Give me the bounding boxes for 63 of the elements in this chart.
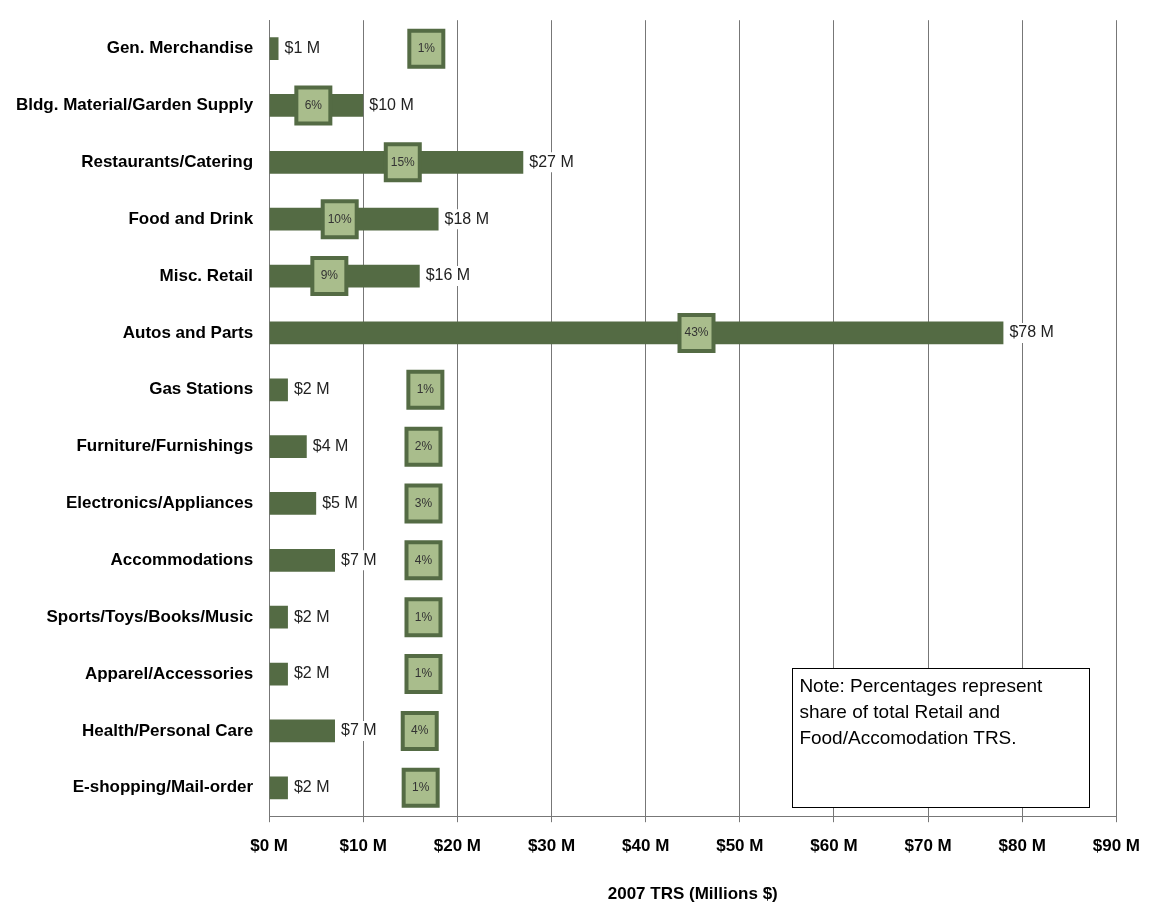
x-axis-title: 2007 TRS (Millions $): [607, 884, 778, 904]
data-label: $2 M: [293, 380, 330, 398]
bar: [269, 662, 288, 686]
x-tick-label: $0 M: [250, 836, 288, 856]
annotation: 2%: [414, 438, 433, 453]
x-tick-label: $70 M: [904, 836, 952, 856]
data-label: $4 M: [312, 437, 349, 455]
x-tick-label: $20 M: [433, 836, 481, 856]
bar: [269, 605, 288, 629]
annotation: 10%: [327, 211, 353, 226]
data-label: $2 M: [293, 778, 330, 796]
y-tick-label: Autos and Parts: [122, 322, 254, 342]
annotation: 6%: [304, 97, 323, 112]
y-tick-label: Electronics/Appliances: [66, 493, 254, 513]
x-tick-label: $50 M: [716, 836, 764, 856]
bar: [269, 492, 317, 515]
y-tick-label: Bldg. Material/Garden Supply: [15, 95, 254, 115]
bar: [269, 719, 335, 743]
annotation: 1%: [411, 780, 430, 795]
annotation: 1%: [414, 609, 433, 624]
data-label: $27 M: [529, 152, 574, 170]
y-tick-label: Gas Stations: [149, 379, 254, 399]
annotation: 3%: [414, 495, 433, 510]
annotation: 1%: [416, 382, 435, 397]
data-label: $7 M: [340, 550, 377, 568]
y-tick-label: Apparel/Accessories: [84, 663, 254, 683]
annotation: 9%: [320, 268, 339, 283]
data-label: $5 M: [322, 493, 358, 511]
data-label: $2 M: [293, 664, 330, 682]
data-label: $18 M: [444, 209, 490, 227]
y-tick-label: Sports/Toys/Books/Music: [46, 606, 254, 626]
data-label: $2 M: [293, 607, 330, 625]
data-label: $7 M: [340, 721, 377, 739]
x-tick-label: $90 M: [1092, 836, 1140, 856]
x-tick-label: $10 M: [339, 836, 387, 856]
bar: [269, 435, 307, 458]
x-tick-label: $60 M: [810, 836, 858, 856]
y-tick-label: Health/Personal Care: [82, 720, 254, 740]
data-label: $78 M: [1009, 323, 1054, 341]
y-tick-label: Misc. Retail: [159, 265, 254, 285]
data-label: $1 M: [284, 39, 321, 57]
data-label: $16 M: [425, 266, 471, 284]
y-tick-label: E-shopping/Mail-order: [72, 777, 254, 797]
annotation: 1%: [417, 40, 436, 55]
annotation: 43%: [684, 325, 709, 340]
note-box: Note: Percentages represent share of total Retail and Food/Accomodation TRS.: [792, 668, 1091, 809]
annotation: 4%: [411, 723, 429, 738]
x-tick-label: $80 M: [998, 836, 1046, 856]
x-tick-label: $40 M: [622, 836, 670, 856]
y-tick-label: Food and Drink: [128, 208, 254, 228]
bar: [269, 378, 288, 402]
bar: [269, 37, 279, 60]
bar: [269, 776, 288, 800]
annotation: 15%: [390, 154, 416, 169]
y-tick-label: Restaurants/Catering: [81, 152, 254, 172]
y-tick-label: Furniture/Furnishings: [76, 436, 254, 456]
bar: [269, 548, 335, 572]
annotation: 4%: [414, 552, 433, 567]
y-tick-label: Gen. Merchandise: [106, 38, 254, 58]
annotation: 1%: [414, 666, 433, 681]
data-label: $10 M: [369, 95, 414, 113]
x-tick-label: $30 M: [527, 836, 576, 856]
y-tick-label: Accommodations: [110, 550, 254, 570]
